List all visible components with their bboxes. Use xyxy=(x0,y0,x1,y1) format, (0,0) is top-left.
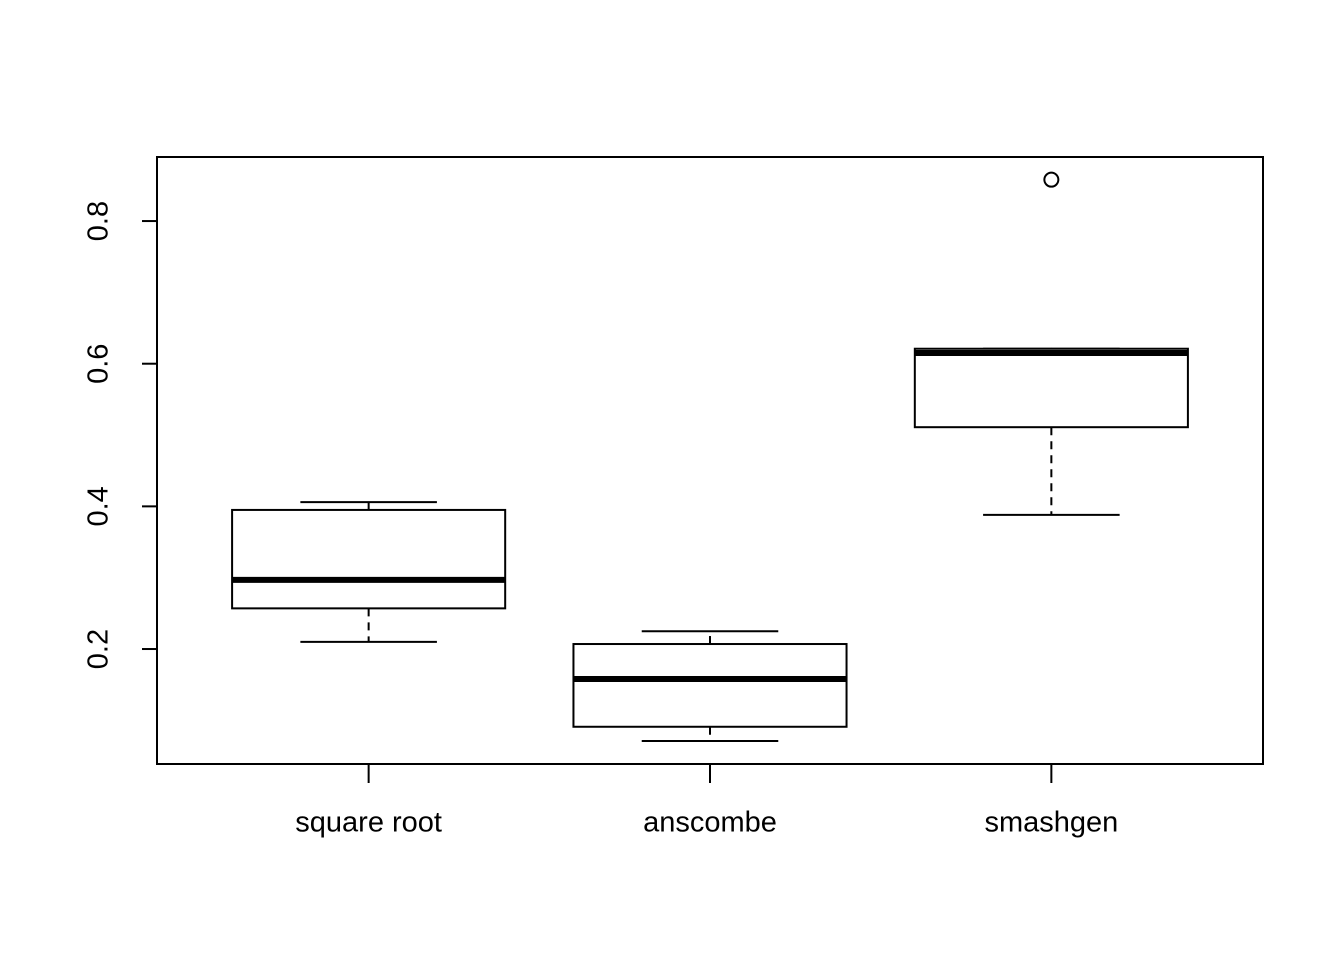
y-tick-label: 0.2 xyxy=(83,629,115,669)
outlier xyxy=(1043,171,1060,188)
box xyxy=(572,643,848,728)
box xyxy=(913,347,1189,429)
x-tick-label: smashgen xyxy=(984,807,1118,839)
y-tick-label: 0.8 xyxy=(83,201,115,241)
y-tick-label: 0.6 xyxy=(83,344,115,384)
x-tick-label: square root xyxy=(295,807,442,839)
box xyxy=(231,508,507,610)
y-tick-label: 0.4 xyxy=(83,486,115,526)
x-tick-label: anscombe xyxy=(643,807,777,839)
